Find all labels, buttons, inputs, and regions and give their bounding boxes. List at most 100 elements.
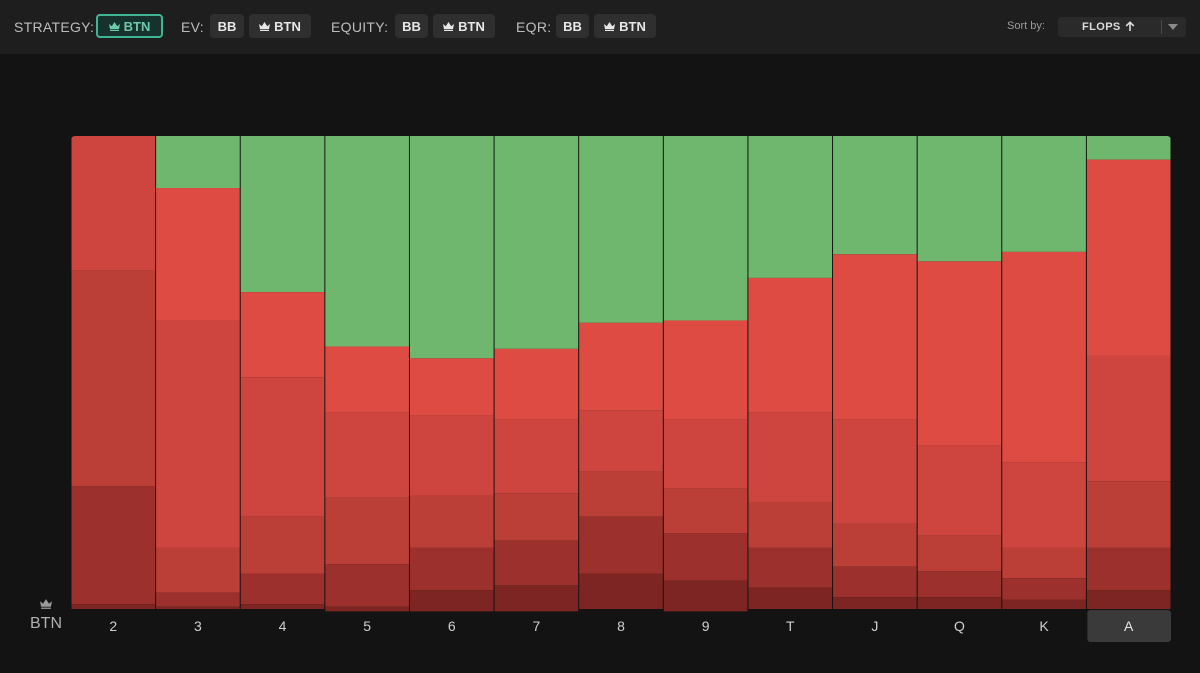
bar-segment (663, 136, 748, 321)
ev-btn-label: BTN (274, 18, 301, 34)
x-tick-label[interactable]: 5 (363, 618, 371, 634)
bar-segment (663, 488, 748, 534)
bar-segment (325, 346, 409, 413)
equity-bb-button[interactable]: BB (395, 14, 428, 38)
x-tick-label[interactable]: 8 (617, 618, 625, 634)
bar-column[interactable] (409, 136, 494, 612)
bar-segment (917, 445, 1002, 536)
bar-segment (579, 516, 663, 574)
x-tick-label[interactable]: 2 (109, 618, 117, 634)
strategy-btn-button[interactable]: BTN (96, 14, 163, 38)
bar-column[interactable] (917, 136, 1002, 609)
bar-segment (663, 580, 748, 612)
eqr-label: EQR: (516, 19, 552, 35)
bar-segment (1086, 547, 1171, 591)
eqr-bb-label: BB (563, 18, 582, 34)
bar-segment (494, 419, 579, 494)
bar-segment (833, 136, 917, 255)
bar-segment (833, 523, 917, 567)
bar-segment (1002, 547, 1086, 579)
x-tick-label[interactable]: Q (954, 618, 965, 634)
bar-segment (1002, 578, 1086, 600)
bar-segment (1002, 599, 1086, 609)
equity-label: EQUITY: (331, 19, 389, 35)
x-tick-label[interactable]: 9 (702, 618, 710, 634)
x-tick-label[interactable]: 3 (194, 618, 202, 634)
bar-segment (325, 497, 409, 565)
ev-bb-button[interactable]: BB (210, 14, 244, 38)
bar-column[interactable] (325, 136, 409, 612)
bar-segment (917, 535, 1002, 572)
bar-segment (409, 495, 494, 548)
bar-segment (156, 136, 240, 189)
bar-column[interactable] (240, 136, 325, 609)
bar-segment (748, 277, 833, 413)
bar-segment (1086, 136, 1171, 160)
bar-segment (409, 415, 494, 496)
bar-segment (748, 412, 833, 503)
bar-segment (579, 322, 663, 411)
bar-segment (663, 533, 748, 581)
bar-segment (325, 136, 409, 347)
bar-segment (156, 592, 240, 607)
sort-dropdown[interactable]: FLOPS (1058, 17, 1186, 37)
bar-segment (409, 590, 494, 612)
crown-icon (259, 21, 271, 31)
bar-segment (494, 585, 579, 612)
bar-segment (1002, 251, 1086, 463)
x-tick-label[interactable]: A (1124, 618, 1134, 634)
crown-icon (40, 599, 52, 609)
bar-segment (409, 358, 494, 416)
row-label-text: BTN (30, 615, 62, 632)
bar-column[interactable] (663, 136, 748, 612)
bar-segment (1002, 136, 1086, 252)
bar-column[interactable] (579, 136, 663, 609)
x-tick-label[interactable]: T (786, 618, 795, 634)
crown-icon (443, 21, 455, 31)
bar-segment (325, 606, 409, 612)
bar-segment (663, 320, 748, 420)
eqr-bb-button[interactable]: BB (556, 14, 589, 38)
bar-segment (579, 410, 663, 472)
bar-column[interactable] (156, 136, 240, 609)
plot-area (71, 136, 1171, 612)
bar-segment (1086, 481, 1171, 548)
bar-column[interactable] (494, 136, 579, 612)
equity-btn-button[interactable]: BTN (433, 14, 495, 38)
bar-column[interactable] (71, 136, 156, 609)
bar-segment (240, 604, 325, 609)
bar-segment (156, 606, 240, 609)
bar-column[interactable] (748, 136, 833, 609)
bar-segment (494, 136, 579, 349)
bar-segment (494, 493, 579, 541)
ev-bb-label: BB (217, 18, 237, 34)
selected-tick-highlight (1087, 610, 1171, 642)
bar-segment (156, 188, 240, 321)
equity-btn-label: BTN (458, 18, 485, 34)
bar-segment (325, 412, 409, 498)
bar-segment (917, 261, 1002, 446)
x-tick-label[interactable]: 6 (448, 618, 456, 634)
bar-column[interactable] (833, 136, 917, 609)
bar-segment (579, 471, 663, 517)
bar-segment (833, 566, 917, 598)
bar-segment (1086, 590, 1171, 609)
bar-segment (833, 419, 917, 524)
eqr-btn-button[interactable]: BTN (594, 14, 656, 38)
bar-segment (917, 136, 1002, 262)
bar-segment (579, 136, 663, 323)
bar-column[interactable] (1086, 136, 1171, 609)
dropdown-divider (1161, 20, 1162, 34)
x-tick-label[interactable]: 4 (279, 618, 287, 634)
ev-btn-button[interactable]: BTN (249, 14, 311, 38)
bar-column[interactable] (1002, 136, 1086, 609)
strategy-btn-label: BTN (123, 18, 151, 34)
bar-segment (1002, 462, 1086, 548)
x-tick-label[interactable]: K (1039, 618, 1049, 634)
bar-segment (917, 597, 1002, 609)
x-tick-label[interactable]: J (871, 618, 878, 634)
x-tick-label[interactable]: 7 (532, 618, 540, 634)
strategy-label: STRATEGY: (14, 19, 95, 35)
arrow-up-icon (1125, 21, 1135, 31)
bar-segment (240, 136, 325, 293)
